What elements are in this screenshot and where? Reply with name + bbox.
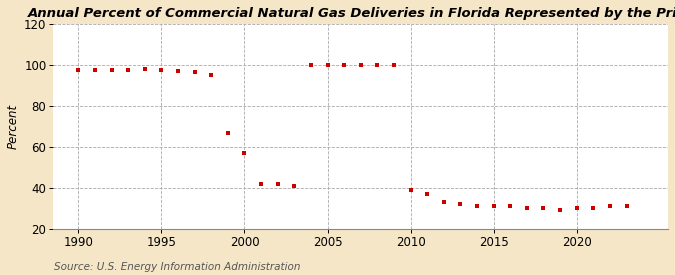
- Point: [372, 63, 383, 67]
- Point: [422, 192, 433, 196]
- Point: [272, 182, 283, 186]
- Point: [73, 68, 84, 72]
- Point: [472, 204, 483, 208]
- Point: [322, 63, 333, 67]
- Point: [223, 130, 234, 135]
- Point: [106, 68, 117, 72]
- Point: [522, 206, 533, 211]
- Point: [306, 63, 317, 67]
- Point: [90, 68, 101, 72]
- Text: Source: U.S. Energy Information Administration: Source: U.S. Energy Information Administ…: [54, 262, 300, 272]
- Point: [339, 63, 350, 67]
- Y-axis label: Percent: Percent: [7, 104, 20, 149]
- Point: [405, 188, 416, 192]
- Point: [605, 204, 616, 208]
- Point: [389, 63, 400, 67]
- Point: [256, 182, 267, 186]
- Point: [505, 204, 516, 208]
- Point: [206, 73, 217, 77]
- Title: Annual Percent of Commercial Natural Gas Deliveries in Florida Represented by th: Annual Percent of Commercial Natural Gas…: [28, 7, 675, 20]
- Point: [289, 184, 300, 188]
- Point: [123, 68, 134, 72]
- Point: [621, 204, 632, 208]
- Point: [173, 69, 184, 73]
- Point: [140, 67, 151, 71]
- Point: [438, 200, 449, 204]
- Point: [555, 208, 566, 213]
- Point: [239, 151, 250, 155]
- Point: [488, 204, 499, 208]
- Point: [355, 63, 366, 67]
- Point: [571, 206, 582, 211]
- Point: [588, 206, 599, 211]
- Point: [189, 70, 200, 74]
- Point: [156, 68, 167, 72]
- Point: [538, 206, 549, 211]
- Point: [455, 202, 466, 207]
